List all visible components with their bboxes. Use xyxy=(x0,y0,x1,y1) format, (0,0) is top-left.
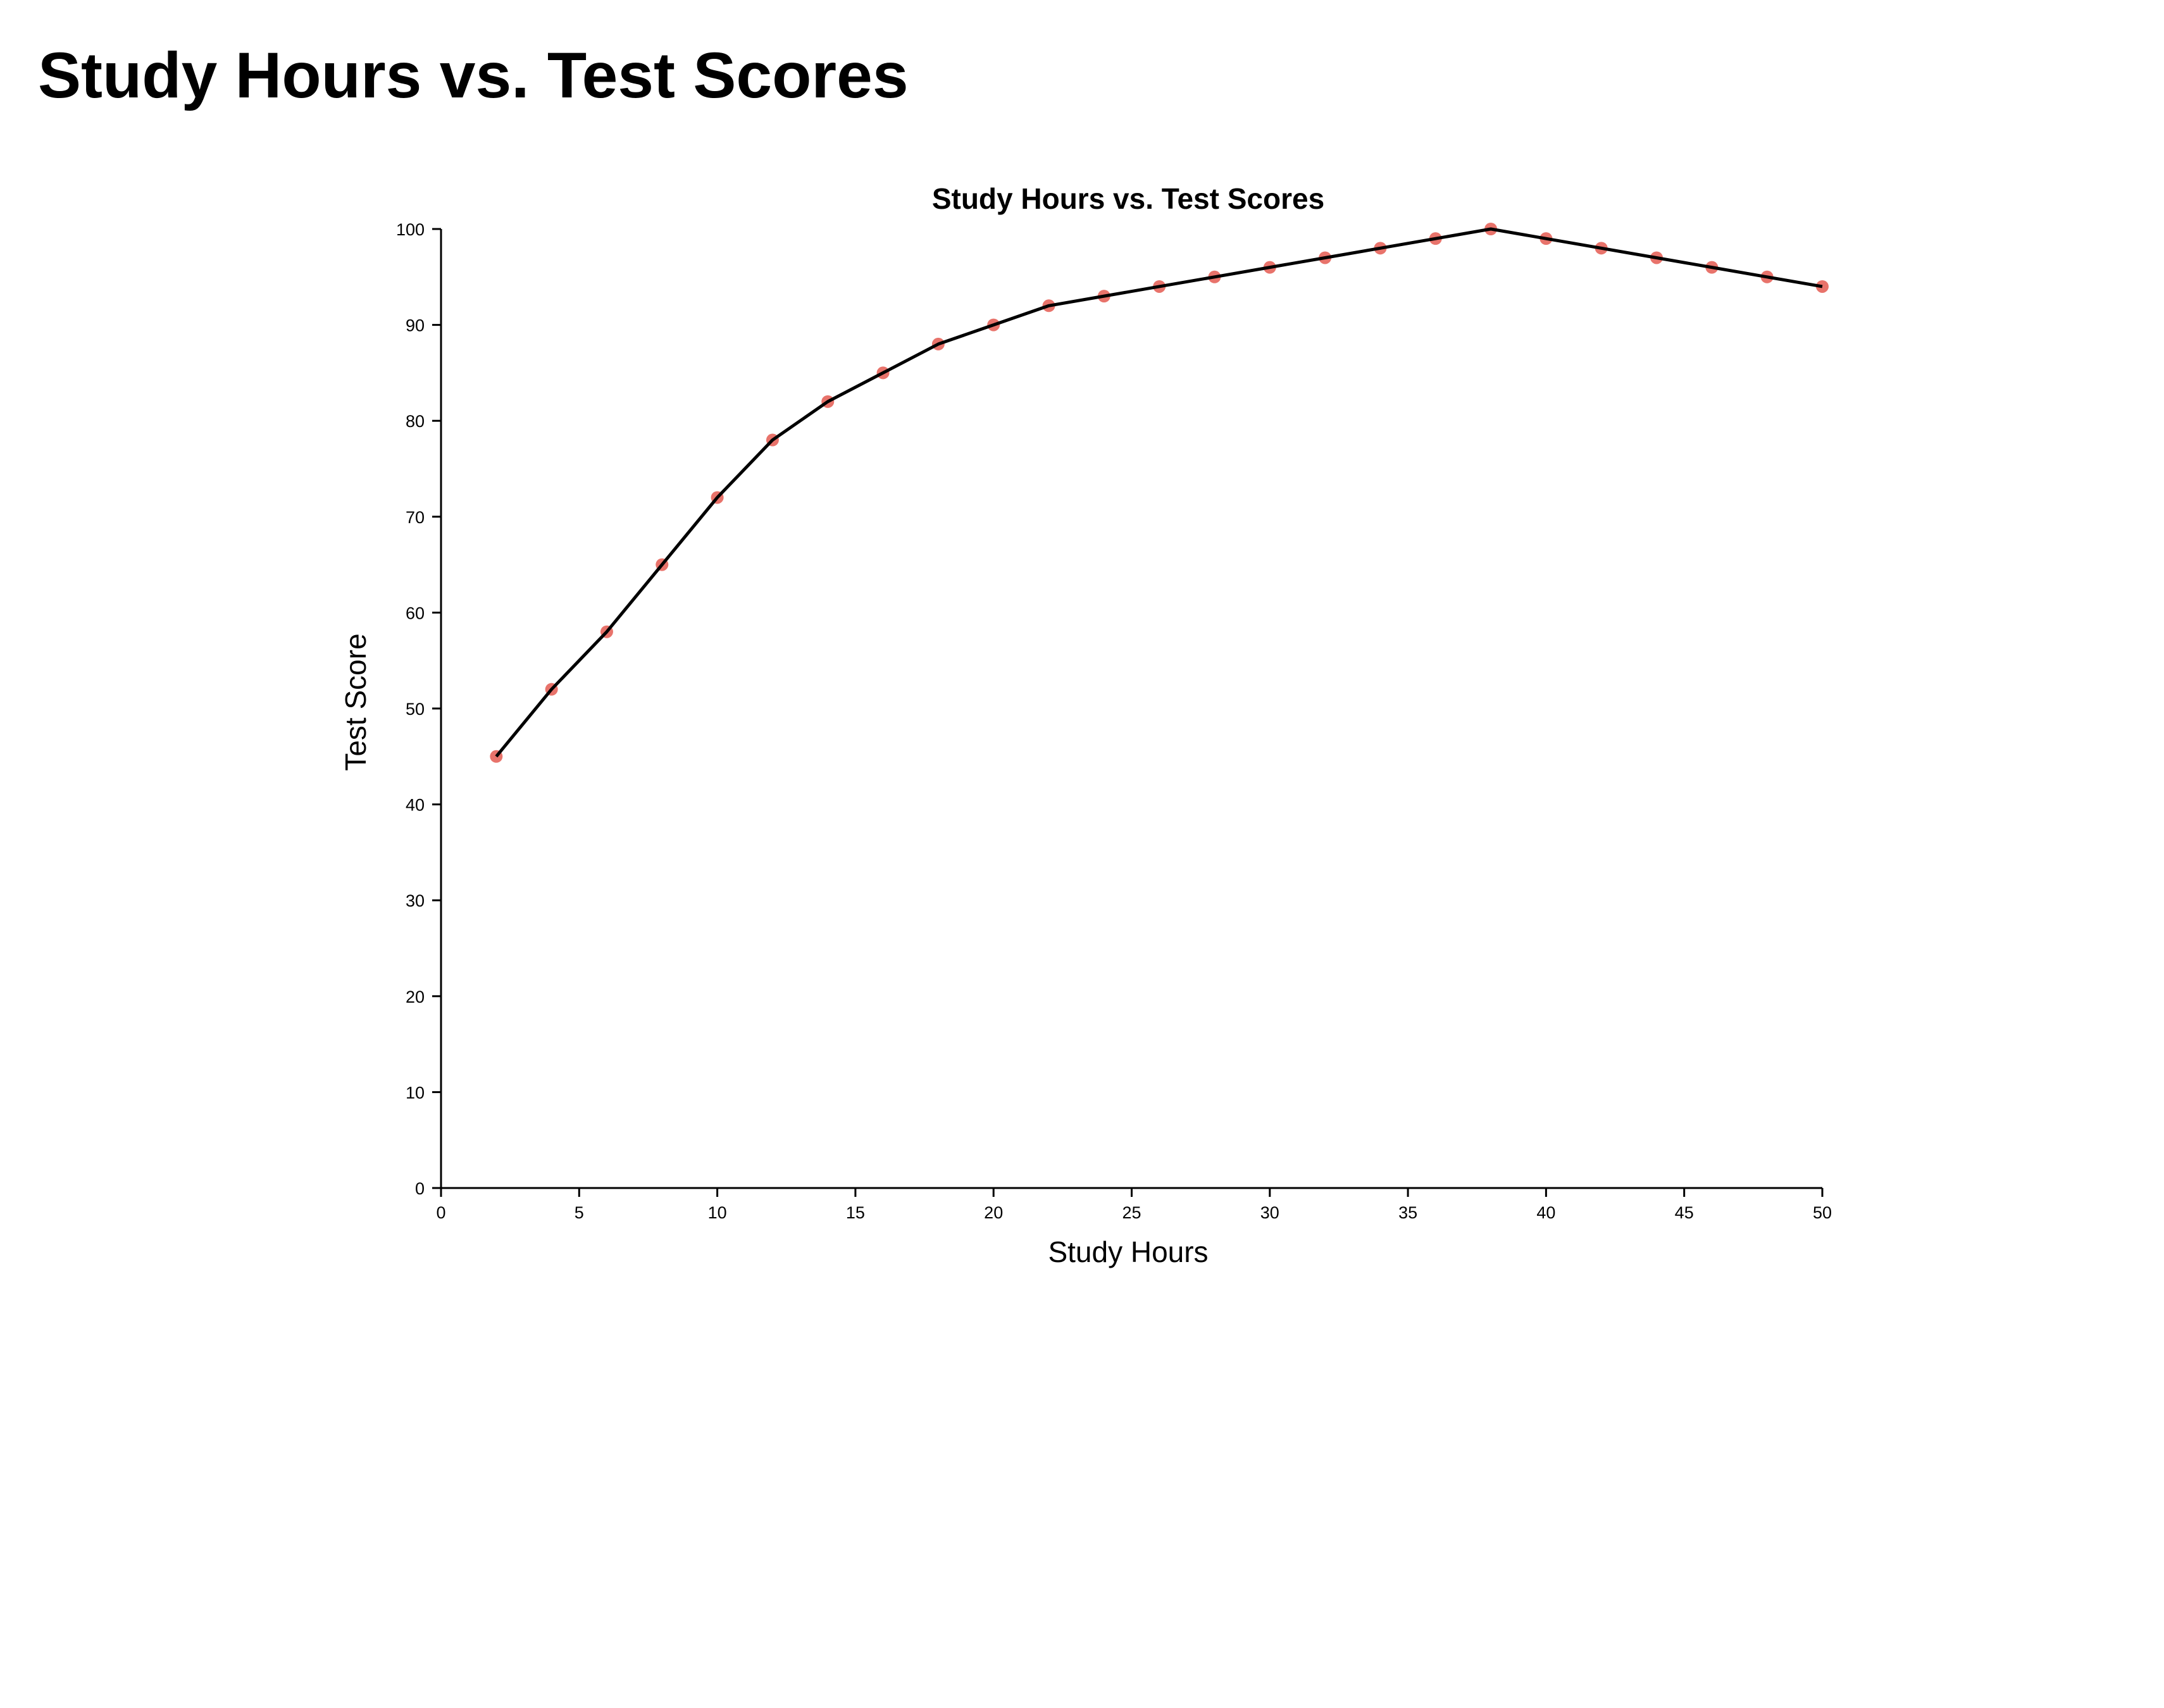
x-tick-label: 25 xyxy=(1122,1203,1141,1222)
series-line xyxy=(495,227,1823,758)
y-tick-label: 100 xyxy=(396,220,425,239)
y-tick-label: 10 xyxy=(406,1083,425,1102)
axes: 0 5 10 15 20 25 30 35 40 45 50 0 10 20 30 40 50 60 70 80 90 1… xyxy=(396,220,1832,1222)
x-axis-label: Study Hours xyxy=(1048,1235,1208,1268)
y-tick-label: 80 xyxy=(406,412,425,431)
x-tick-label: 15 xyxy=(846,1203,865,1222)
x-tick-label: 5 xyxy=(575,1203,584,1222)
y-tick-label: 90 xyxy=(406,316,425,335)
y-tick-label: 30 xyxy=(406,891,425,910)
x-tick-label: 45 xyxy=(1675,1203,1694,1222)
chart-title: Study Hours vs. Test Scores xyxy=(932,182,1324,215)
y-tick-label: 50 xyxy=(406,700,425,719)
x-tick-label: 50 xyxy=(1813,1203,1832,1222)
page-heading: Study Hours vs. Test Scores xyxy=(38,39,909,111)
x-tick-label: 35 xyxy=(1398,1203,1417,1222)
x-tick-label: 40 xyxy=(1536,1203,1555,1222)
x-tick-label: 0 xyxy=(436,1203,445,1222)
x-tick-label: 30 xyxy=(1260,1203,1279,1222)
y-tick-label: 60 xyxy=(406,603,425,622)
x-tick-label: 20 xyxy=(984,1203,1003,1222)
plot-area xyxy=(490,223,1829,763)
y-tick-label: 20 xyxy=(406,987,425,1006)
y-tick-label: 0 xyxy=(415,1179,425,1198)
x-tick-label: 10 xyxy=(708,1203,727,1222)
y-tick-label: 70 xyxy=(406,508,425,527)
y-tick-label: 40 xyxy=(406,796,425,815)
y-axis-label: Test Score xyxy=(339,633,372,770)
